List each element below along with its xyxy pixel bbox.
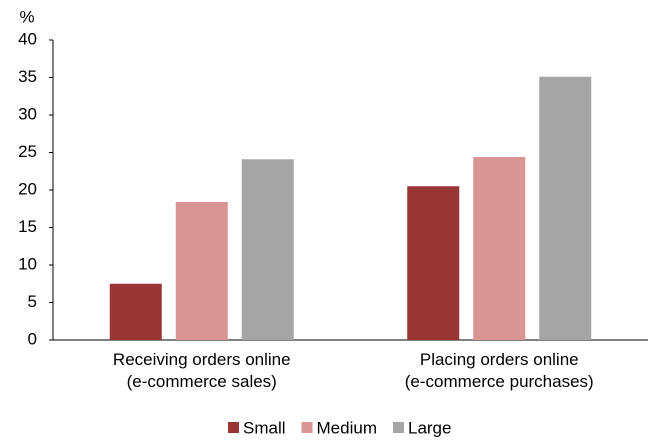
- y-tick-label: 25: [18, 142, 37, 161]
- y-tick-label: 30: [18, 104, 37, 123]
- x-tick-label: Placing orders online (e-commerce purchas…: [405, 350, 594, 391]
- bar: [407, 186, 460, 340]
- bar: [539, 76, 592, 340]
- bar: [473, 157, 526, 340]
- y-tick-label: 35: [18, 67, 37, 86]
- bar: [109, 283, 162, 340]
- y-tick-label: 10: [18, 254, 37, 273]
- y-tick-label: 5: [28, 292, 37, 311]
- y-tick-label: 0: [28, 329, 37, 348]
- legend-label: Large: [408, 418, 451, 437]
- y-tick-label: 20: [18, 179, 37, 198]
- x-tick-label: Receiving orders online (e-commerce sales…: [113, 350, 291, 391]
- y-axis-label: %: [19, 7, 34, 26]
- legend-swatch: [228, 422, 239, 433]
- bar: [175, 202, 228, 340]
- legend-swatch: [392, 422, 404, 433]
- bar: [241, 159, 294, 340]
- y-tick-label: 40: [18, 29, 37, 48]
- y-tick-label: 15: [18, 217, 37, 236]
- legend-label: Small: [243, 418, 286, 437]
- legend-swatch: [301, 422, 313, 433]
- legend-label: Medium: [317, 418, 377, 437]
